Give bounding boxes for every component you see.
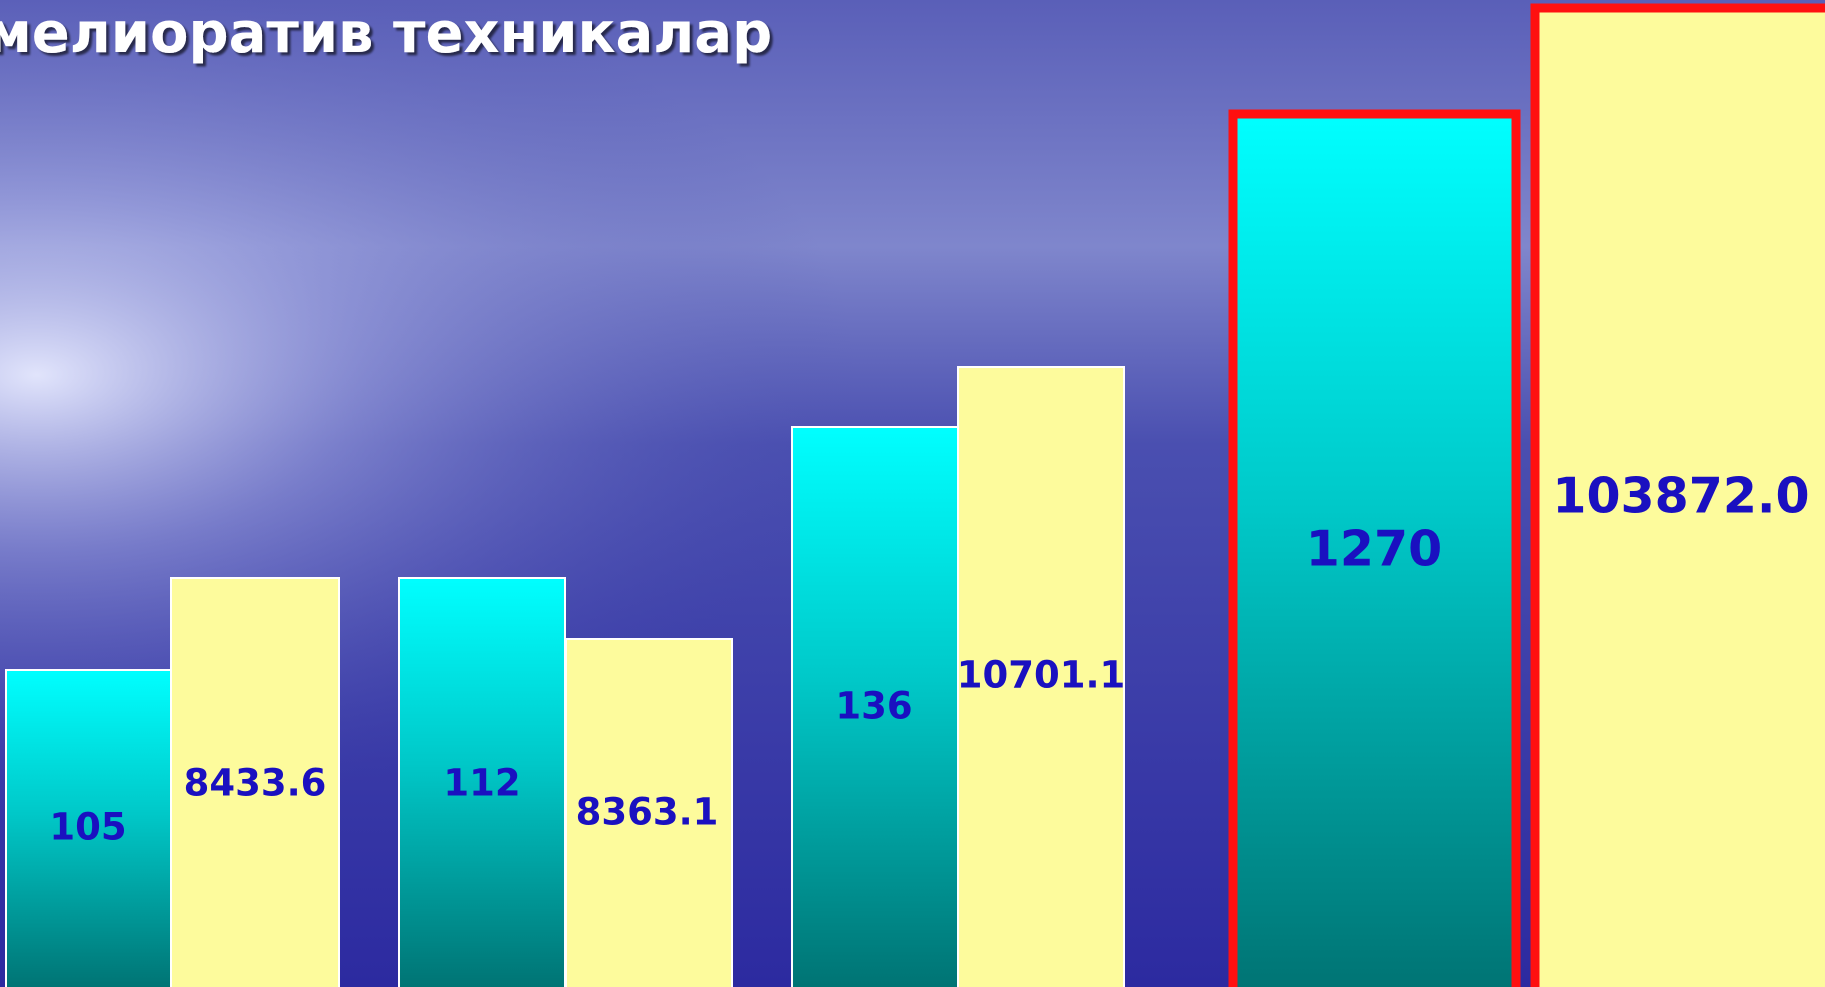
bars [5, 366, 1125, 987]
bar [565, 638, 733, 987]
value-label: 136 [835, 685, 912, 728]
value-label: 103872.0 [1552, 468, 1809, 525]
value-label: 1270 [1306, 521, 1442, 578]
value-label: 8433.6 [184, 762, 327, 805]
bar [5, 669, 172, 987]
bar [170, 577, 340, 987]
value-label: 112 [443, 762, 520, 805]
slide-title: мелиоратив техникалар [0, 1, 772, 66]
bar [957, 366, 1125, 987]
bar [791, 426, 959, 987]
highlighted-bar [1530, 3, 1825, 987]
highlighted-bar [1228, 109, 1521, 987]
value-label: 105 [49, 806, 126, 849]
value-label: 8363.1 [576, 791, 719, 834]
value-label: 10701.1 [957, 654, 1126, 697]
